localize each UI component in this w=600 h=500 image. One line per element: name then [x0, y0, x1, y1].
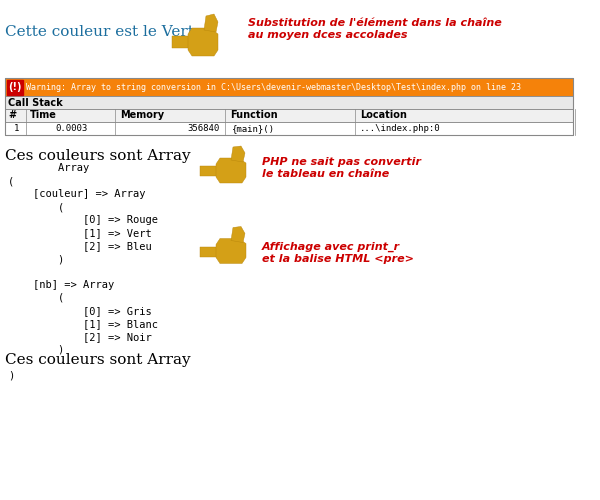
Text: ): ): [8, 371, 14, 381]
Text: {main}(): {main}(): [232, 124, 275, 133]
Text: Affichage avec print_r: Affichage avec print_r: [262, 242, 400, 252]
Text: le tableau en chaîne: le tableau en chaîne: [262, 169, 389, 179]
Text: Substitution de l'élément dans la chaîne: Substitution de l'élément dans la chaîne: [248, 18, 502, 28]
Polygon shape: [231, 226, 245, 242]
Text: ): ): [8, 345, 64, 355]
Text: et la balise HTML <pre>: et la balise HTML <pre>: [262, 254, 414, 264]
Text: [0] => Gris: [0] => Gris: [8, 306, 152, 316]
FancyBboxPatch shape: [5, 96, 573, 109]
Text: ...\index.php:0: ...\index.php:0: [360, 124, 440, 133]
Text: (!): (!): [8, 82, 22, 92]
Text: (: (: [8, 176, 14, 186]
Text: Ces couleurs sont Array: Ces couleurs sont Array: [5, 149, 191, 163]
Text: Location: Location: [360, 110, 407, 120]
Polygon shape: [216, 158, 246, 183]
Text: Cette couleur est le Vert: Cette couleur est le Vert: [5, 25, 194, 39]
Polygon shape: [200, 166, 223, 176]
Text: Function: Function: [230, 110, 278, 120]
FancyBboxPatch shape: [5, 122, 573, 135]
Polygon shape: [172, 36, 195, 48]
Polygon shape: [200, 246, 223, 256]
Text: PHP ne sait pas convertir: PHP ne sait pas convertir: [262, 157, 421, 167]
Text: 0.0003: 0.0003: [56, 124, 88, 133]
Text: 1: 1: [14, 124, 20, 133]
FancyBboxPatch shape: [5, 78, 573, 96]
Text: [couleur] => Array: [couleur] => Array: [8, 189, 146, 199]
Text: Time: Time: [30, 110, 57, 120]
Text: [1] => Vert: [1] => Vert: [8, 228, 152, 238]
FancyBboxPatch shape: [5, 109, 573, 122]
Text: (: (: [8, 202, 64, 212]
Polygon shape: [216, 238, 246, 264]
Text: [2] => Noir: [2] => Noir: [8, 332, 152, 342]
Text: Memory: Memory: [120, 110, 164, 120]
Text: 356840: 356840: [188, 124, 220, 133]
Text: [2] => Bleu: [2] => Bleu: [8, 241, 152, 251]
Text: Array: Array: [8, 163, 89, 173]
Polygon shape: [188, 28, 218, 56]
Text: Call Stack: Call Stack: [8, 98, 63, 108]
Text: Ces couleurs sont Array: Ces couleurs sont Array: [5, 353, 191, 367]
Polygon shape: [204, 14, 218, 32]
Text: Warning: Array to string conversion in C:\Users\devenir-webmaster\Desktop\Test\i: Warning: Array to string conversion in C…: [26, 82, 521, 92]
Text: [1] => Blanc: [1] => Blanc: [8, 319, 158, 329]
Text: [0] => Rouge: [0] => Rouge: [8, 215, 158, 225]
Text: [nb] => Array: [nb] => Array: [8, 280, 114, 290]
Text: #: #: [8, 110, 16, 120]
Text: (: (: [8, 293, 64, 303]
Text: ): ): [8, 254, 64, 264]
Text: au moyen dces accolades: au moyen dces accolades: [248, 30, 407, 40]
Polygon shape: [231, 146, 245, 162]
FancyBboxPatch shape: [7, 80, 23, 94]
